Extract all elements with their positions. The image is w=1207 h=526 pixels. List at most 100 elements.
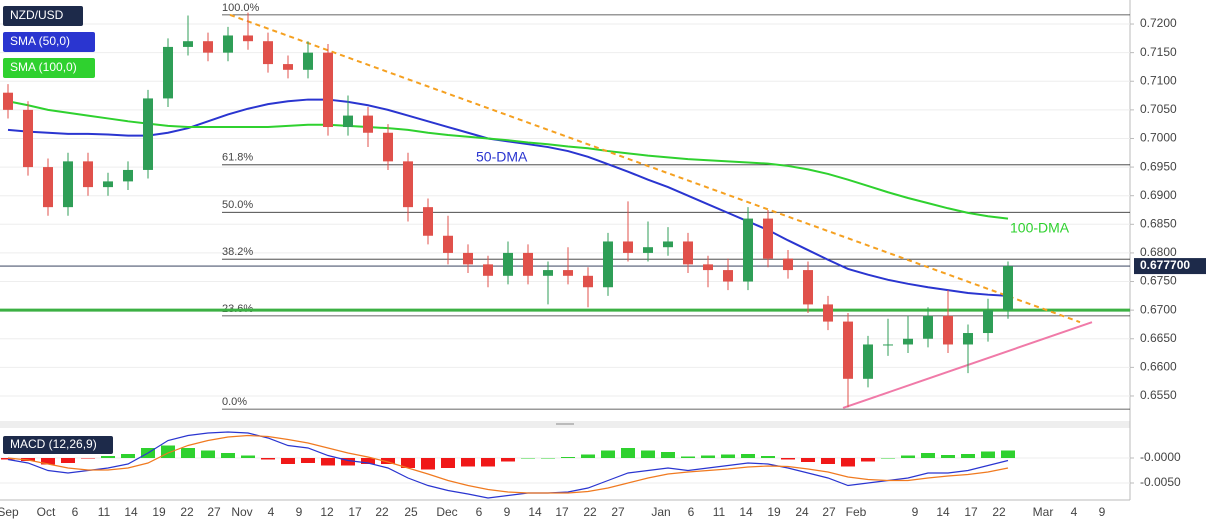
legend-label: SMA (100,0) bbox=[10, 60, 77, 74]
candle-body bbox=[163, 46, 173, 99]
candle-body bbox=[823, 304, 833, 322]
candle-body bbox=[283, 64, 293, 70]
macd-histogram-bar bbox=[421, 458, 435, 470]
x-tick-label: 9 bbox=[504, 505, 511, 519]
x-tick-label: 12 bbox=[320, 505, 334, 519]
x-tick-label: Nov bbox=[231, 505, 252, 519]
legend-tag bbox=[3, 32, 95, 52]
legend-label: MACD (12,26,9) bbox=[10, 437, 97, 451]
x-tick-label: Mar bbox=[1033, 505, 1054, 519]
candle-body bbox=[83, 161, 93, 188]
y-tick-label: 0.7150 bbox=[1140, 45, 1177, 59]
y-tick-label: 0.6950 bbox=[1140, 159, 1177, 173]
candle-body bbox=[683, 241, 693, 265]
x-tick-label: Jan bbox=[651, 505, 670, 519]
candle-body bbox=[903, 338, 913, 345]
x-tick-label: 17 bbox=[964, 505, 978, 519]
candle-body bbox=[263, 41, 273, 65]
macd-histogram-bar bbox=[541, 458, 555, 459]
macd-histogram-bar bbox=[41, 458, 55, 465]
candle-body bbox=[563, 270, 573, 276]
x-tick-label: 6 bbox=[688, 505, 695, 519]
candle-body bbox=[3, 92, 13, 110]
candle-body bbox=[923, 315, 933, 339]
candle-body bbox=[503, 252, 513, 276]
candle-body bbox=[323, 52, 333, 128]
candle-body bbox=[523, 252, 533, 276]
macd-histogram-bar bbox=[501, 458, 515, 462]
candle-body bbox=[23, 109, 33, 168]
macd-histogram-bar bbox=[821, 458, 835, 464]
candle-body bbox=[543, 270, 553, 276]
y-tick-label: 0.7100 bbox=[1140, 73, 1177, 87]
candle-body bbox=[303, 52, 313, 70]
macd-histogram-bar bbox=[921, 453, 935, 458]
x-tick-label: Dec bbox=[436, 505, 457, 519]
macd-histogram-bar bbox=[301, 458, 315, 463]
macd-histogram-bar bbox=[81, 458, 95, 459]
candle-body bbox=[883, 344, 893, 346]
candle-body bbox=[863, 344, 873, 379]
macd-histogram-bar bbox=[441, 458, 455, 468]
macd-histogram-bar bbox=[981, 451, 995, 458]
macd-histogram-bar bbox=[101, 456, 115, 458]
macd-histogram-bar bbox=[861, 458, 875, 462]
candle-body bbox=[483, 264, 493, 276]
x-tick-label: 11 bbox=[713, 505, 726, 519]
candle-body bbox=[843, 321, 853, 379]
x-tick-label: 9 bbox=[912, 505, 919, 519]
candle-body bbox=[643, 247, 653, 253]
macd-histogram-bar bbox=[201, 450, 215, 458]
macd-line bbox=[7, 434, 1009, 494]
x-tick-label: 22 bbox=[375, 505, 389, 519]
candle-body bbox=[343, 115, 353, 128]
y-tick-label: 0.6900 bbox=[1140, 188, 1177, 202]
x-tick-label: Oct bbox=[37, 505, 56, 519]
candle-body bbox=[403, 161, 413, 208]
macd-histogram-bar bbox=[401, 458, 415, 468]
x-tick-label: Feb bbox=[846, 505, 867, 519]
candle-body bbox=[763, 218, 773, 259]
last-price-box bbox=[1134, 258, 1206, 275]
x-tick-label: 22 bbox=[583, 505, 597, 519]
macd-histogram-bar bbox=[841, 458, 855, 467]
candle-body bbox=[363, 115, 373, 133]
macd-line bbox=[7, 431, 1009, 499]
macd-histogram-bar bbox=[581, 454, 595, 458]
candle-body bbox=[703, 264, 713, 271]
y-tick-label: 0.6550 bbox=[1140, 388, 1177, 402]
legend-label: SMA (50,0) bbox=[10, 34, 70, 48]
macd-histogram-bar bbox=[381, 458, 395, 464]
macd-histogram-bar bbox=[241, 455, 255, 458]
candle-body bbox=[623, 241, 633, 253]
candle-body bbox=[583, 275, 593, 288]
candle-body bbox=[123, 169, 133, 182]
macd-histogram-bar bbox=[881, 458, 895, 459]
macd-histogram-bar bbox=[601, 450, 615, 458]
candle-body bbox=[1003, 266, 1013, 311]
candle-body bbox=[463, 252, 473, 265]
candle-body bbox=[443, 235, 453, 253]
x-tick-label: 11 bbox=[98, 505, 111, 519]
y-tick-label: 0.6650 bbox=[1140, 331, 1177, 345]
fib-label: 50.0% bbox=[222, 199, 253, 211]
x-tick-label: 22 bbox=[992, 505, 1006, 519]
x-tick-label: 22 bbox=[180, 505, 194, 519]
x-tick-label: 27 bbox=[207, 505, 221, 519]
macd-histogram-bar bbox=[901, 455, 915, 458]
y-tick-label: 0.7000 bbox=[1140, 131, 1177, 145]
x-tick-label: 24 bbox=[795, 505, 809, 519]
macd-histogram-bar bbox=[361, 458, 375, 464]
x-tick-label: 14 bbox=[739, 505, 753, 519]
y-tick-label: 0.7200 bbox=[1140, 16, 1177, 30]
candle-body bbox=[783, 258, 793, 271]
macd-histogram-bar bbox=[701, 455, 715, 458]
candle-body bbox=[383, 132, 393, 162]
macd-histogram-bar bbox=[121, 454, 135, 458]
legend-label: NZD/USD bbox=[10, 8, 64, 22]
candle-body bbox=[743, 218, 753, 282]
legend-tag bbox=[3, 6, 83, 26]
x-tick-label: 27 bbox=[822, 505, 836, 519]
ma-label: 100-DMA bbox=[1010, 220, 1070, 236]
fib-label: 38.2% bbox=[222, 246, 253, 258]
